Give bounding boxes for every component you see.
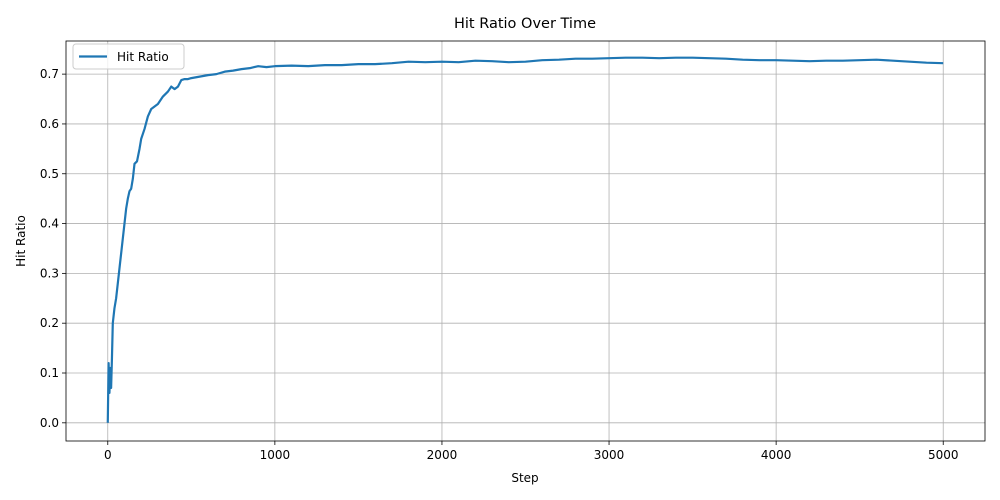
y-tick-label: 0.4 [40,217,59,231]
plot-area: 0 1000 2000 3000 4000 5000 0.0 0.1 0.2 0.3 0.4 0.5 0… [40,40,986,462]
series-line-hit-ratio [106,56,944,423]
y-axis-label: Hit Ratio [14,215,28,267]
y-tick-label: 0.3 [40,266,59,280]
y-tick-label: 0.2 [40,316,59,330]
x-axis-label: Step [511,471,538,485]
x-tick-label: 0 [104,448,112,462]
y-tick-label: 0.7 [40,67,59,81]
axes-frame [65,40,986,442]
legend-label: Hit Ratio [117,50,169,64]
x-tick-label: 1000 [260,448,291,462]
x-tick-label: 4000 [761,448,792,462]
legend-box [72,43,185,70]
x-tick-label: 5000 [928,448,959,462]
y-tick-label: 0.6 [40,117,59,131]
chart-title: Hit Ratio Over Time [454,16,596,32]
y-tick-label: 0.1 [40,366,59,380]
y-tick-label: 0.5 [40,167,59,181]
legend: Hit Ratio [72,43,185,70]
y-tick-label: 0.0 [40,416,59,430]
x-tick-label: 3000 [594,448,625,462]
x-tick-label: 2000 [427,448,458,462]
